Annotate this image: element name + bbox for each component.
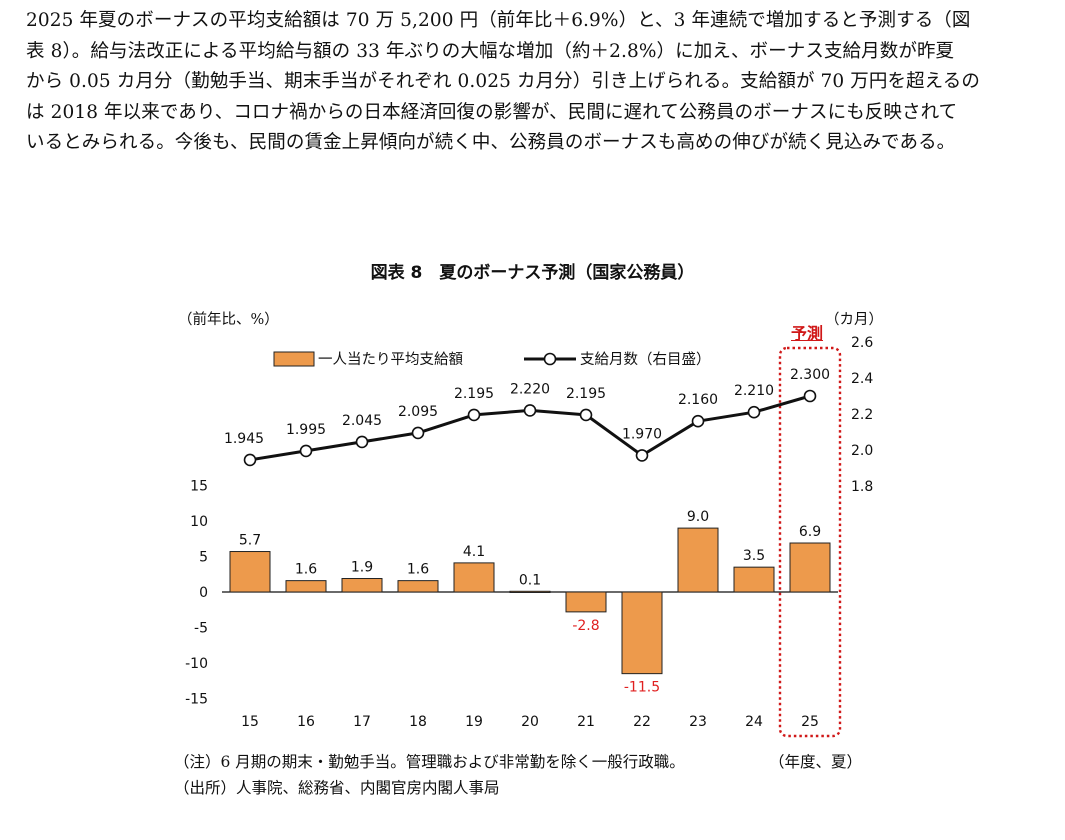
line-point <box>523 404 537 417</box>
x-axis-unit: （年度、夏） <box>769 753 863 771</box>
bar <box>285 580 327 593</box>
note-text: （注）6 月期の期末・勤勉手当。管理職および非常勤を除く一般行政職。 <box>174 753 685 771</box>
x-axis-tick: 18 <box>409 714 427 730</box>
x-axis-tick: 23 <box>689 714 707 730</box>
bar-value-label: 1.6 <box>407 562 429 578</box>
line-value-label: 1.995 <box>286 422 326 438</box>
left-axis-tick: 15 <box>190 479 208 495</box>
line-value-label: 1.945 <box>224 431 264 447</box>
bar <box>229 551 271 593</box>
line-point <box>299 444 313 458</box>
bar <box>509 590 551 593</box>
bar-value-label: 4.1 <box>463 544 485 560</box>
left-axis-tick: -15 <box>185 692 208 708</box>
line-value-label: 2.160 <box>678 392 718 408</box>
figure-title: 図表 8 夏のボーナス予測（国家公務員） <box>370 263 695 283</box>
line-value-label: 2.195 <box>454 386 494 402</box>
left-axis-tick: -10 <box>185 656 208 672</box>
line-value-label: 2.045 <box>342 413 382 429</box>
legend-bar-label: 一人当たり平均支給額 <box>318 351 463 368</box>
line-point <box>355 435 369 449</box>
line-value-label: 1.970 <box>622 426 662 442</box>
x-axis-tick: 21 <box>577 714 595 730</box>
bar-value-label: 0.1 <box>519 572 541 588</box>
bar <box>677 527 719 593</box>
line-value-label: 2.195 <box>566 386 606 402</box>
line-point <box>579 408 593 422</box>
x-axis-tick: 16 <box>297 714 315 730</box>
line-value-label: 2.220 <box>510 381 550 397</box>
bar-value-label: 1.9 <box>351 560 373 576</box>
legend-line-marker <box>543 352 557 366</box>
line-point <box>691 414 705 428</box>
right-axis-unit: （カ月） <box>825 312 883 328</box>
x-axis-tick: 15 <box>241 714 259 730</box>
left-axis-tick: -5 <box>194 621 208 637</box>
right-axis-tick: 2.6 <box>851 335 873 351</box>
bar <box>565 591 607 613</box>
bar <box>789 542 831 593</box>
left-axis-tick: 0 <box>199 585 208 601</box>
line-point <box>243 453 257 467</box>
bar-value-label: 3.5 <box>743 548 765 564</box>
left-axis-tick: 10 <box>190 514 208 530</box>
chart-legend: 一人当たり平均支給額 支給月数（右目盛） <box>273 351 711 368</box>
right-axis-tick: 1.8 <box>851 479 873 495</box>
line-point <box>803 389 817 403</box>
x-axis-tick: 25 <box>801 714 819 730</box>
left-axis-unit: （前年比、%） <box>178 312 279 328</box>
line-point <box>467 408 481 422</box>
bar-value-label: 1.6 <box>295 562 317 578</box>
x-axis-tick: 17 <box>353 714 371 730</box>
bar <box>397 580 439 593</box>
line-value-label: 2.210 <box>734 383 774 399</box>
bar-value-label: -11.5 <box>624 680 660 696</box>
bar-value-label: 9.0 <box>687 509 709 525</box>
line-value-label: 2.300 <box>790 367 830 383</box>
legend-bar-swatch <box>273 351 315 367</box>
forecast-box <box>778 346 842 738</box>
paragraph-line: は 2018 年以来であり、コロナ禍からの日本経済回復の影響が、民間に遅れて公務… <box>26 101 958 123</box>
x-axis-tick: 24 <box>745 714 763 730</box>
bar <box>341 578 383 593</box>
bar-value-label: 5.7 <box>239 533 261 549</box>
x-axis-tick: 20 <box>521 714 539 730</box>
right-axis-tick: 2.2 <box>851 407 873 423</box>
forecast-label: 予測 <box>791 324 824 343</box>
bar <box>453 562 495 593</box>
line-point <box>411 426 425 440</box>
legend-line-label: 支給月数（右目盛） <box>580 351 711 368</box>
paragraph-line: から 0.05 カ月分（勤勉手当、期末手当がそれぞれ 0.025 カ月分）引き上… <box>26 71 980 92</box>
line-point <box>635 449 649 462</box>
x-axis-tick: 19 <box>465 714 483 730</box>
right-axis-tick: 2.0 <box>851 443 873 459</box>
left-axis-tick: 5 <box>199 550 208 566</box>
bar <box>733 566 775 593</box>
source-text: （出所）人事院、総務省、内閣官房内閣人事局 <box>174 779 500 797</box>
x-axis-tick: 22 <box>633 714 651 730</box>
paragraph-line: 2025 年夏のボーナスの平均支給額は 70 万 5,200 円（前年比＋6.9… <box>26 10 971 31</box>
right-axis-tick: 2.4 <box>851 371 873 387</box>
body-paragraph: 2025 年夏のボーナスの平均支給額は 70 万 5,200 円（前年比＋6.9… <box>26 6 1036 159</box>
line-point <box>747 405 761 419</box>
paragraph-line: 表 8）。給与法改正による平均給与額の 33 年ぶりの大幅な増加（約＋2.8%）… <box>26 40 955 62</box>
line-value-label: 2.095 <box>398 404 438 420</box>
paragraph-line: いるとみられる。今後も、民間の賃金上昇傾向が続く中、公務員のボーナスも高めの伸び… <box>26 132 956 153</box>
bar-value-label: 6.9 <box>799 524 821 540</box>
bar-value-label: -2.8 <box>572 618 599 634</box>
bar <box>621 591 663 675</box>
